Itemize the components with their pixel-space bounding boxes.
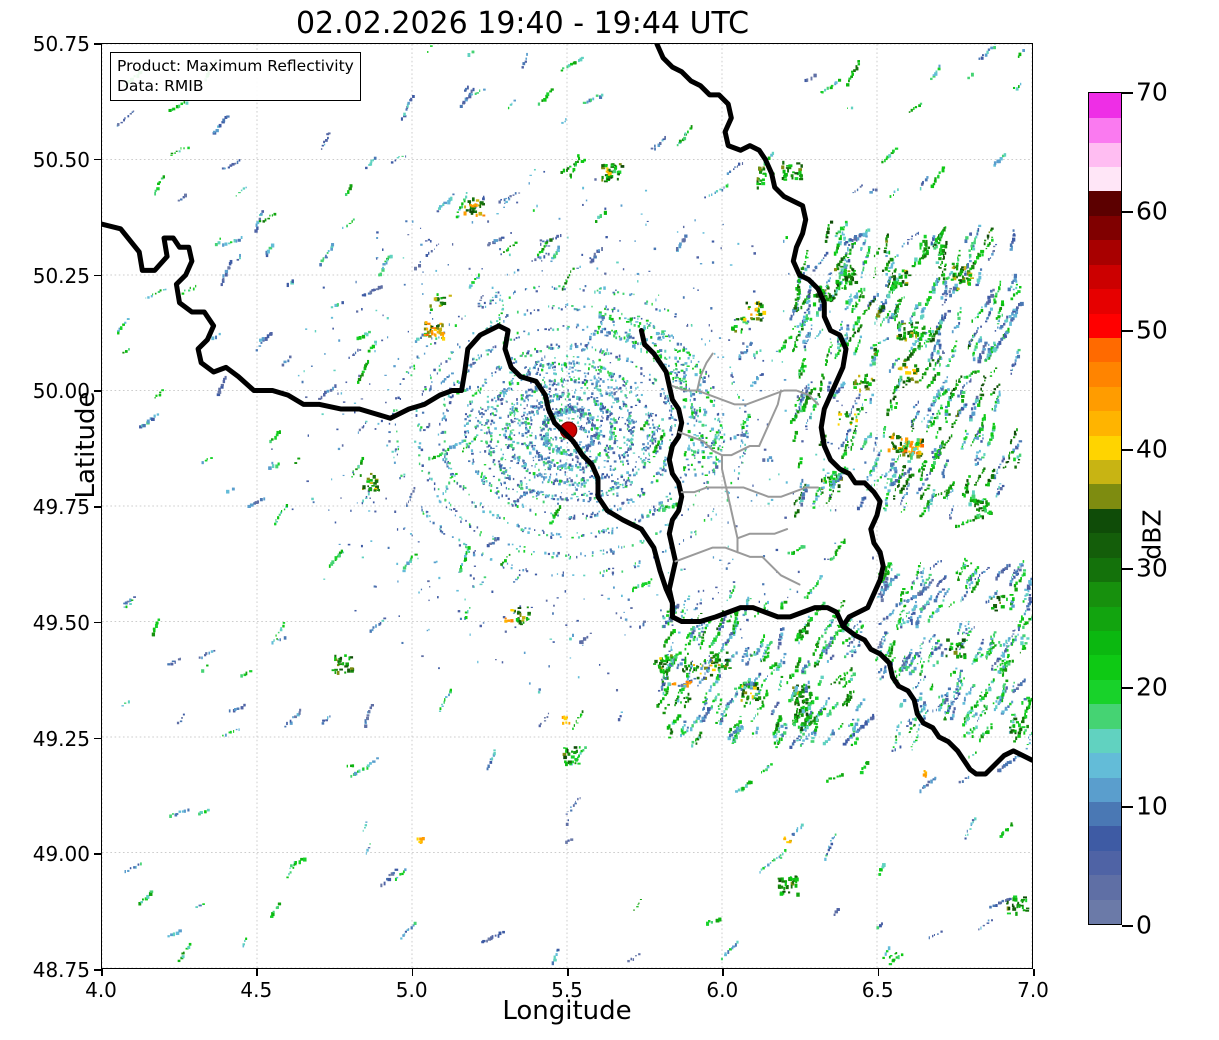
x-tick-mark <box>256 969 258 976</box>
y-tick-mark <box>94 506 101 508</box>
y-axis-label: Latitude <box>71 391 101 499</box>
y-tick-label: 50.75 <box>32 32 90 56</box>
colorbar-band <box>1089 630 1121 656</box>
colorbar-band <box>1089 874 1121 900</box>
colorbar-band <box>1089 483 1121 509</box>
colorbar-band <box>1089 117 1121 143</box>
x-tick-mark <box>877 969 880 976</box>
x-tick-label: 7.0 <box>1017 978 1049 1002</box>
x-tick-label: 6.0 <box>706 978 739 1002</box>
y-tick-mark <box>94 969 101 971</box>
colorbar-band <box>1089 532 1121 558</box>
colorbar-band <box>1089 312 1121 338</box>
colorbar-tick-label: 40 <box>1136 434 1168 464</box>
y-tick-mark <box>94 853 101 855</box>
colorbar-tick-label: 10 <box>1136 791 1168 821</box>
x-tick-mark <box>567 969 569 976</box>
colorbar-tick-label: 50 <box>1136 315 1168 345</box>
y-tick-label: 48.75 <box>32 958 90 982</box>
colorbar-band <box>1089 581 1121 607</box>
colorbar-band <box>1089 141 1121 168</box>
colorbar-band <box>1089 801 1121 827</box>
colorbar-band <box>1089 93 1121 119</box>
product-info-box: Product: Maximum Reflectivity Data: RMIB <box>110 52 361 102</box>
y-tick-mark <box>94 621 101 624</box>
x-tick-label: 5.5 <box>551 978 583 1002</box>
colorbar-ticks: 0 10 20 30 40 50 60 70 <box>1122 0 1219 1040</box>
y-tick-mark <box>94 43 101 45</box>
y-tick-mark <box>94 158 101 161</box>
border-layer <box>102 44 1032 777</box>
x-tick-mark <box>411 969 414 976</box>
y-tick-label: 49.75 <box>32 495 90 519</box>
colorbar-band <box>1089 654 1121 680</box>
colorbar-tick-label: 70 <box>1136 77 1168 107</box>
colorbar-band <box>1089 459 1121 485</box>
colorbar-band <box>1089 605 1121 631</box>
colorbar-tick-mark <box>1122 330 1133 332</box>
colorbar-band <box>1089 508 1121 534</box>
y-tick-label: 49.50 <box>32 610 90 635</box>
y-tick-label: 49.25 <box>32 726 90 751</box>
x-tick-mark <box>722 969 724 976</box>
colorbar-band <box>1089 166 1121 192</box>
map-plot-area[interactable] <box>101 43 1033 969</box>
colorbar-tick-mark <box>1122 568 1133 570</box>
colorbar-tick-mark <box>1122 92 1133 94</box>
y-tick-label: 50.00 <box>32 379 90 404</box>
y-tick-mark <box>94 390 101 392</box>
info-product-line: Product: Maximum Reflectivity <box>117 57 354 75</box>
colorbar-band <box>1089 361 1121 387</box>
colorbar-band <box>1089 239 1121 265</box>
y-tick-mark <box>94 737 101 740</box>
colorbar-band <box>1089 557 1121 583</box>
x-tick-mark <box>101 969 103 976</box>
x-axis-label: Longitude <box>502 996 632 1026</box>
colorbar-band <box>1089 679 1121 705</box>
colorbar[interactable] <box>1088 92 1122 925</box>
x-tick-label: 4.5 <box>240 978 273 1002</box>
colorbar-band <box>1089 825 1121 851</box>
y-tick-label: 50.25 <box>32 263 90 288</box>
colorbar-tick-label: 0 <box>1136 910 1152 940</box>
colorbar-tick-label: 60 <box>1136 196 1168 226</box>
colorbar-tick-mark <box>1122 211 1133 213</box>
x-tick-mark <box>1033 969 1035 976</box>
colorbar-tick-label: 30 <box>1136 553 1168 583</box>
x-tick-label: 4.0 <box>85 978 117 1002</box>
colorbar-band <box>1089 386 1121 412</box>
colorbar-tick-mark <box>1122 925 1133 927</box>
y-tick-label: 50.50 <box>32 147 90 172</box>
colorbar-band <box>1089 703 1121 729</box>
colorbar-band <box>1089 337 1121 363</box>
colorbar-band <box>1089 288 1121 314</box>
x-tick-label: 5.0 <box>395 978 428 1002</box>
colorbar-tick-label: 20 <box>1136 672 1168 702</box>
colorbar-band <box>1089 215 1121 241</box>
colorbar-tick-mark <box>1122 806 1133 808</box>
colorbar-tick-mark <box>1122 687 1133 689</box>
info-data-line: Data: RMIB <box>117 77 204 96</box>
colorbar-band <box>1089 727 1121 754</box>
y-tick-label: 49.00 <box>32 842 90 867</box>
page-title: 02.02.2026 19:40 - 19:44 UTC <box>295 6 750 41</box>
colorbar-band <box>1089 264 1121 290</box>
colorbar-band <box>1089 434 1121 461</box>
colorbar-band <box>1089 898 1121 924</box>
colorbar-band <box>1089 776 1121 802</box>
y-tick-mark <box>94 274 101 277</box>
colorbar-label: dBZ <box>1137 509 1167 560</box>
colorbar-band <box>1089 410 1121 436</box>
colorbar-tick-mark <box>1122 449 1133 451</box>
colorbar-band <box>1089 752 1121 778</box>
x-tick-label: 6.5 <box>861 978 894 1002</box>
colorbar-band <box>1089 850 1121 876</box>
colorbar-band <box>1089 190 1121 216</box>
